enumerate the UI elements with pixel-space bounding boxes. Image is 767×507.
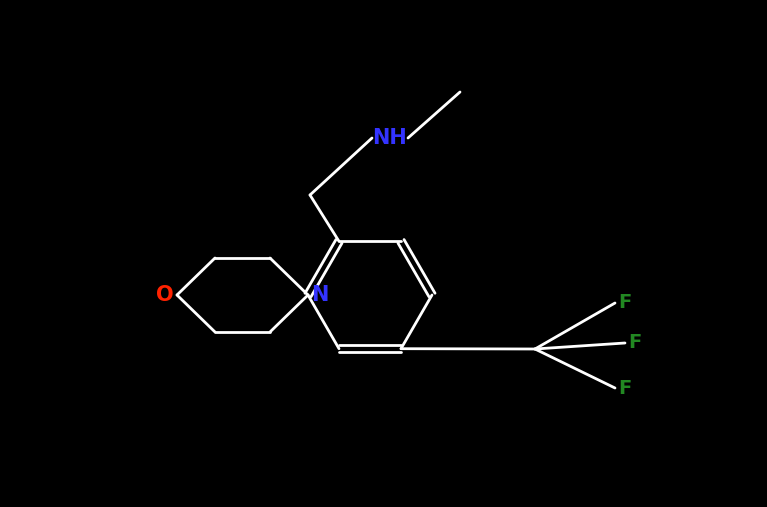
- Text: O: O: [156, 285, 174, 305]
- Text: F: F: [628, 334, 642, 352]
- Text: N: N: [311, 285, 329, 305]
- Text: NH: NH: [373, 128, 407, 148]
- Text: F: F: [618, 379, 632, 397]
- Text: F: F: [618, 294, 632, 312]
